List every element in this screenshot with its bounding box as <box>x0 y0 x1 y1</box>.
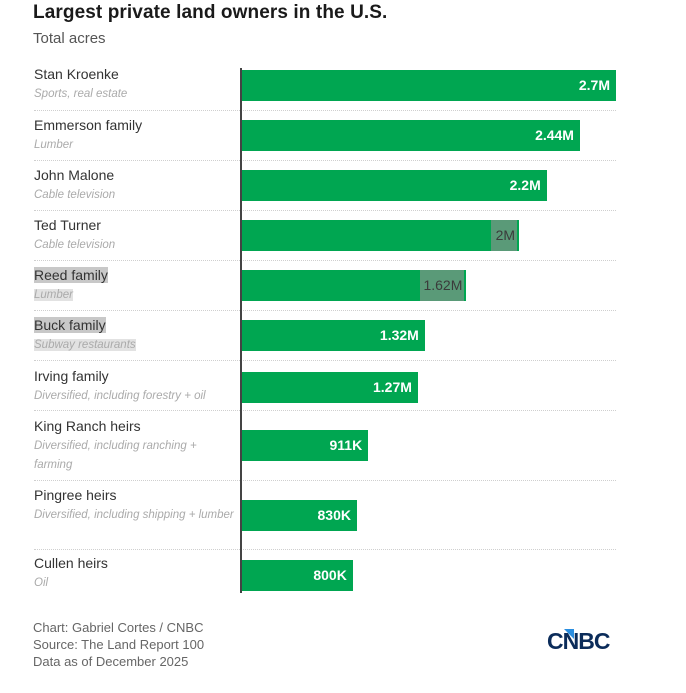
chart-date: Data as of December 2025 <box>33 654 189 669</box>
cnbc-peacock-icon <box>564 629 574 639</box>
bar-value-label: 2.7M <box>578 77 610 93</box>
category-label: Cullen heirs <box>34 555 108 571</box>
bar <box>242 372 418 403</box>
category-label: John Malone <box>34 167 115 183</box>
category-description: Diversified, including shipping + lumber <box>34 509 234 521</box>
row-separator <box>34 360 616 361</box>
category-description: Diversified, including ranching + farmin… <box>34 440 197 471</box>
row-separator <box>34 410 616 411</box>
chart-title: Largest private land owners in the U.S. <box>33 2 388 23</box>
category-label: Emmerson family <box>34 117 143 133</box>
bar-value-label: 2.2M <box>509 177 541 193</box>
category-label: Ted Turner <box>34 217 101 233</box>
bar-value-label: 1.27M <box>372 379 412 395</box>
bar <box>242 560 353 591</box>
row-separator <box>34 260 616 261</box>
category-label: Buck family <box>34 317 106 333</box>
row-separator <box>34 160 616 161</box>
category-description: Cable television <box>34 239 116 251</box>
category-label: Pingree heirs <box>34 487 117 503</box>
bar-label-highlight <box>491 220 518 251</box>
bar <box>242 430 369 461</box>
bar-value-label: 911K <box>329 437 363 453</box>
category-description: Sports, real estate <box>34 88 128 100</box>
row-separator <box>34 210 616 211</box>
category-label: King Ranch heirs <box>34 418 141 434</box>
bar-value-label: 830K <box>317 507 351 523</box>
bar <box>242 220 520 251</box>
cnbc-logo-text: CNBC <box>547 628 610 654</box>
row-separator <box>34 110 616 111</box>
row-separator <box>34 549 616 550</box>
category-description: Oil <box>34 577 49 589</box>
chart-subtitle: Total acres <box>33 30 106 47</box>
chart-credit: Chart: Gabriel Cortes / CNBC <box>33 620 204 635</box>
bar-label-highlight <box>420 270 465 301</box>
bar-value-label: 1.62M <box>423 277 463 293</box>
bar-chart: Stan Kroenke Sports, real estate 2.7M Emmer… <box>34 66 616 593</box>
bar <box>242 170 547 201</box>
bar <box>242 320 425 351</box>
cnbc-logo: CNBC <box>547 628 610 655</box>
category-description: Diversified, including forestry + oil <box>34 390 206 402</box>
chart-footer: Chart: Gabriel Cortes / CNBC Source: The… <box>33 619 204 670</box>
bar-value-label: 2M <box>495 227 516 243</box>
bar <box>242 70 616 101</box>
bar <box>242 500 357 531</box>
category-description: Cable television <box>34 189 116 201</box>
category-description: Subway restaurants <box>34 339 136 351</box>
bar-value-label: 2.44M <box>535 127 574 143</box>
row-separator <box>34 480 616 481</box>
y-axis-line <box>240 68 242 593</box>
bar-value-label: 800K <box>313 567 347 583</box>
row-separator <box>34 310 616 311</box>
category-label: Stan Kroenke <box>34 66 119 82</box>
category-description: Lumber <box>34 289 73 301</box>
bar <box>242 120 580 151</box>
bar-value-label: 1.32M <box>379 327 419 343</box>
category-label: Irving family <box>34 368 109 384</box>
category-description: Lumber <box>34 139 73 151</box>
category-label: Reed family <box>34 267 108 283</box>
chart-source: Source: The Land Report 100 <box>33 637 205 652</box>
